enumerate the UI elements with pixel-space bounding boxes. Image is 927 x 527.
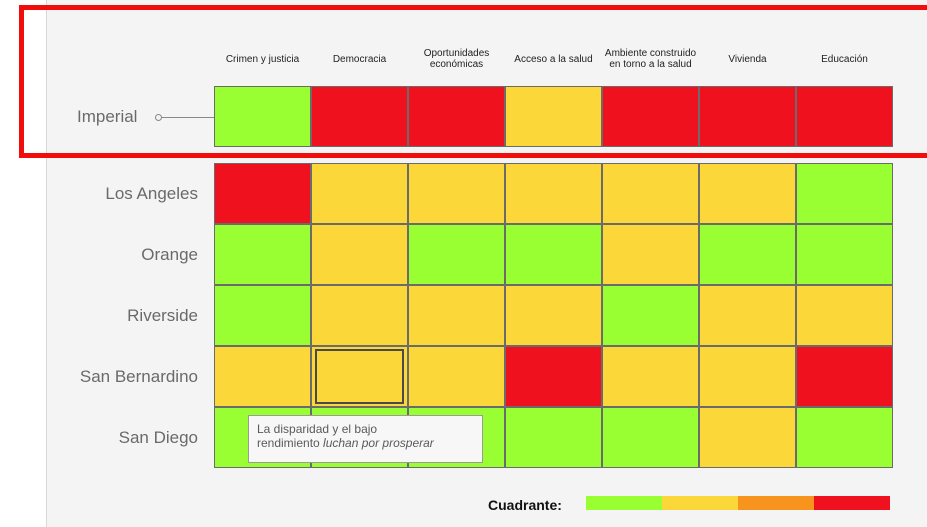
quadrant-cell[interactable] xyxy=(408,163,505,224)
column-header: Oportunidades económicas xyxy=(408,44,505,74)
quadrant-cell[interactable] xyxy=(699,407,796,468)
column-header-line: Democracia xyxy=(332,53,387,65)
column-header: Democracia xyxy=(311,44,408,74)
quadrant-cell[interactable] xyxy=(408,285,505,346)
quadrant-cell[interactable] xyxy=(311,224,408,285)
legend-swatch-orange xyxy=(738,496,814,510)
tooltip-line-2-emphasis: luchan por prosperar xyxy=(323,436,434,450)
column-header-line: Oportunidades xyxy=(423,48,490,59)
column-header-text: Democracia xyxy=(333,54,386,65)
quadrant-cell[interactable] xyxy=(699,285,796,346)
column-header-text: Ambiente construido en torno a la salud xyxy=(605,48,696,70)
quadrant-tooltip: La disparidad y el bajo rendimiento luch… xyxy=(248,415,483,463)
column-header-text: Oportunidades económicas xyxy=(424,48,490,70)
quadrant-cell[interactable] xyxy=(214,346,311,407)
column-header: Crimen y justicia xyxy=(214,44,311,74)
quadrant-cell[interactable] xyxy=(214,285,311,346)
quadrant-cell[interactable] xyxy=(796,285,893,346)
quadrant-cell[interactable] xyxy=(699,86,796,147)
column-header-text: Crimen y justicia xyxy=(226,54,299,65)
column-header-text: Acceso a la salud xyxy=(514,54,592,65)
selected-cell-outline xyxy=(315,349,404,404)
column-header-line: económicas xyxy=(429,59,484,70)
quadrant-cell[interactable] xyxy=(214,86,311,147)
column-header-line: Acceso a la salud xyxy=(514,53,593,65)
quadrant-cell[interactable] xyxy=(699,346,796,407)
quadrant-cell[interactable] xyxy=(796,407,893,468)
quadrant-cell[interactable] xyxy=(505,86,602,147)
quadrant-cell[interactable] xyxy=(602,86,699,147)
row-label-imperial: Imperial xyxy=(77,106,138,126)
quadrant-cell[interactable] xyxy=(311,285,408,346)
row-label-orange: Orange xyxy=(141,244,198,264)
legend-swatch-yellow xyxy=(662,496,738,510)
column-header-text: Educación xyxy=(821,54,868,65)
quadrant-cell[interactable] xyxy=(214,163,311,224)
legend-label: Cuadrante: xyxy=(488,497,562,513)
quadrant-cell[interactable] xyxy=(796,86,893,147)
column-header-line: Vivienda xyxy=(728,53,767,65)
quadrant-cell[interactable] xyxy=(214,224,311,285)
row-label-riverside: Riverside xyxy=(127,305,198,325)
column-header: Acceso a la salud xyxy=(505,44,602,74)
quadrant-cell[interactable] xyxy=(602,285,699,346)
row-label-san-diego: San Diego xyxy=(118,427,198,447)
quadrant-cell[interactable] xyxy=(505,346,602,407)
quadrant-cell[interactable] xyxy=(408,346,505,407)
quadrant-cell[interactable] xyxy=(505,224,602,285)
quadrant-cell[interactable] xyxy=(311,86,408,147)
legend-swatch-red xyxy=(814,496,890,510)
column-header-line: en torno a la salud xyxy=(609,59,692,70)
quadrant-cell[interactable] xyxy=(796,224,893,285)
quadrant-cell[interactable] xyxy=(796,346,893,407)
quadrant-cell[interactable] xyxy=(602,224,699,285)
row-label-los-angeles: Los Angeles xyxy=(105,183,198,203)
quadrant-cell[interactable] xyxy=(602,163,699,224)
imperial-highlight-box xyxy=(19,5,927,158)
quadrant-cell[interactable] xyxy=(796,163,893,224)
tooltip-line-2: rendimiento luchan por prosperar xyxy=(257,436,474,450)
quadrant-cell[interactable] xyxy=(311,346,408,407)
legend-swatch-green xyxy=(586,496,662,510)
column-header: Educación xyxy=(796,44,893,74)
row-label-san-bernardino: San Bernardino xyxy=(79,366,198,386)
column-header-line: Ambiente construido xyxy=(604,48,697,59)
quadrant-cell[interactable] xyxy=(602,346,699,407)
column-header-line: Educación xyxy=(821,53,868,65)
column-header-line: Crimen y justicia xyxy=(225,53,300,65)
tooltip-line-1: La disparidad y el bajo xyxy=(257,422,378,436)
quadrant-cell[interactable] xyxy=(699,163,796,224)
column-header: Vivienda xyxy=(699,44,796,74)
quadrant-cell[interactable] xyxy=(408,86,505,147)
tooltip-line-2-prefix: rendimiento xyxy=(257,436,324,450)
column-header-text: Vivienda xyxy=(728,54,766,65)
quadrant-cell[interactable] xyxy=(505,285,602,346)
quadrant-cell[interactable] xyxy=(602,407,699,468)
quadrant-cell[interactable] xyxy=(505,407,602,468)
quadrant-cell[interactable] xyxy=(699,224,796,285)
quadrant-cell[interactable] xyxy=(505,163,602,224)
imperial-connector-dot xyxy=(155,114,162,121)
imperial-connector-line xyxy=(158,117,214,118)
column-header: Ambiente construido en torno a la salud xyxy=(602,44,699,74)
quadrant-cell[interactable] xyxy=(408,224,505,285)
quadrant-cell[interactable] xyxy=(311,163,408,224)
